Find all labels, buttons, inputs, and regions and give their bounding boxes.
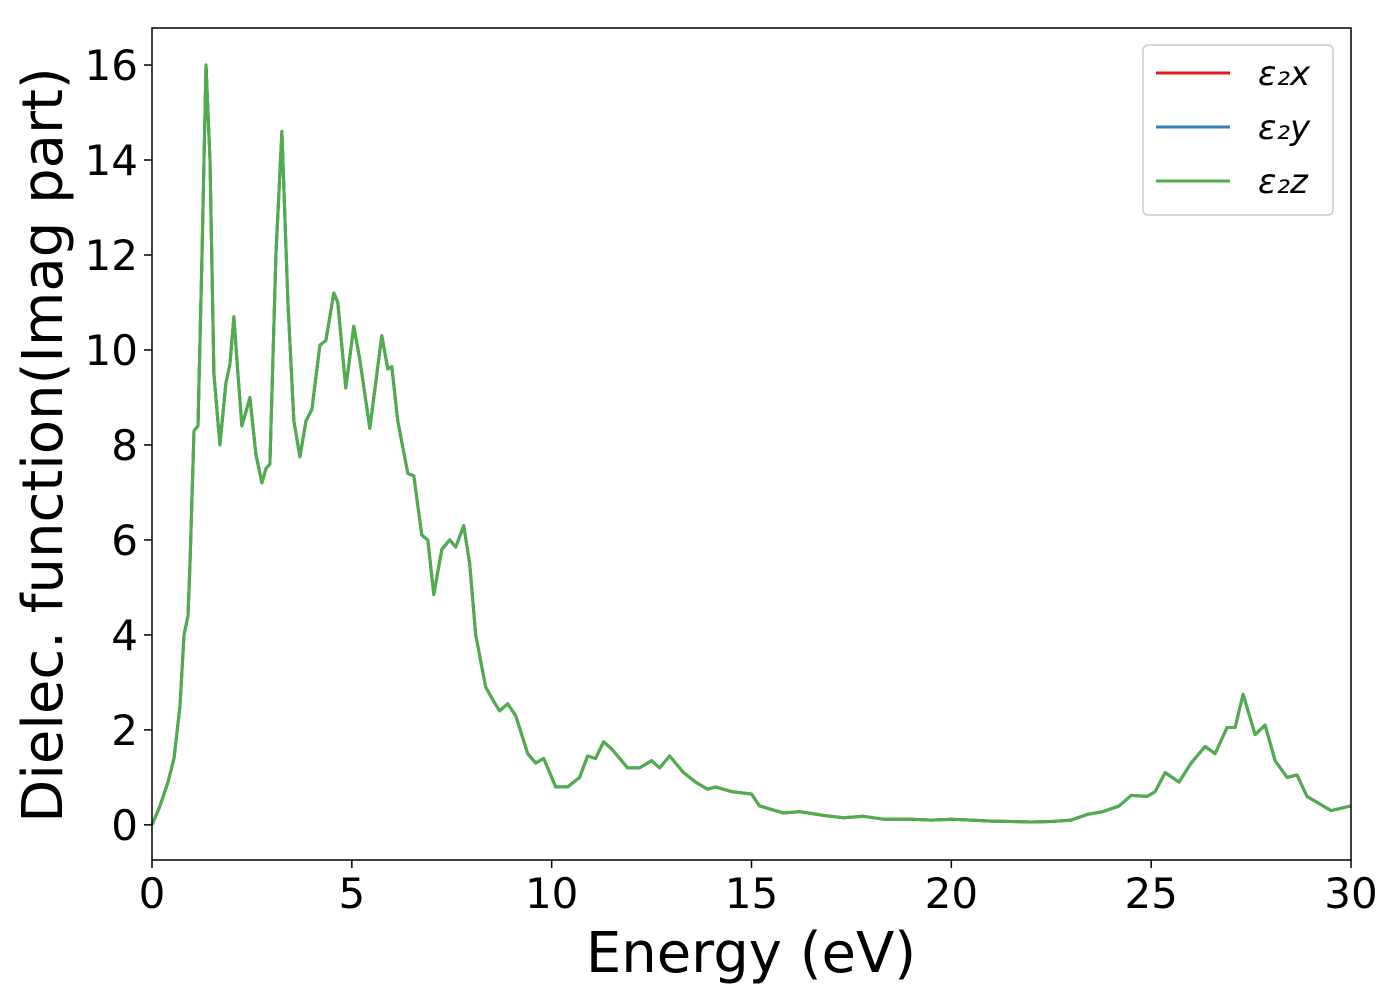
x-tick-label: 0 [139,869,166,918]
x-tick-label: 30 [1324,869,1377,918]
legend-box [1142,44,1334,216]
legend-label: ε₂z [1258,162,1309,202]
x-tick-label: 25 [1124,869,1177,918]
series-line [150,63,1352,826]
legend-label: ε₂y [1258,108,1311,148]
x-axis-label: Energy (eV) [586,921,916,986]
x-tick-label: 20 [925,869,978,918]
plot-frame [151,27,1352,861]
y-tick-label: 16 [85,41,138,90]
x-tick-label: 15 [725,869,778,918]
y-tick-label: 14 [85,136,138,185]
x-tick-label: 5 [338,869,365,918]
y-tick-label: 12 [85,231,138,280]
y-tick-label: 2 [111,706,138,755]
y-tick-label: 6 [111,516,138,565]
y-tick-label: 0 [111,801,138,850]
y-tick-label: 4 [111,611,138,660]
y-tick-label: 8 [111,421,138,470]
legend-label: ε₂x [1258,54,1311,94]
x-tick-label: 10 [525,869,578,918]
y-tick-label: 10 [85,326,138,375]
y-axis-label: Dielec. function(Imag part) [11,67,76,823]
